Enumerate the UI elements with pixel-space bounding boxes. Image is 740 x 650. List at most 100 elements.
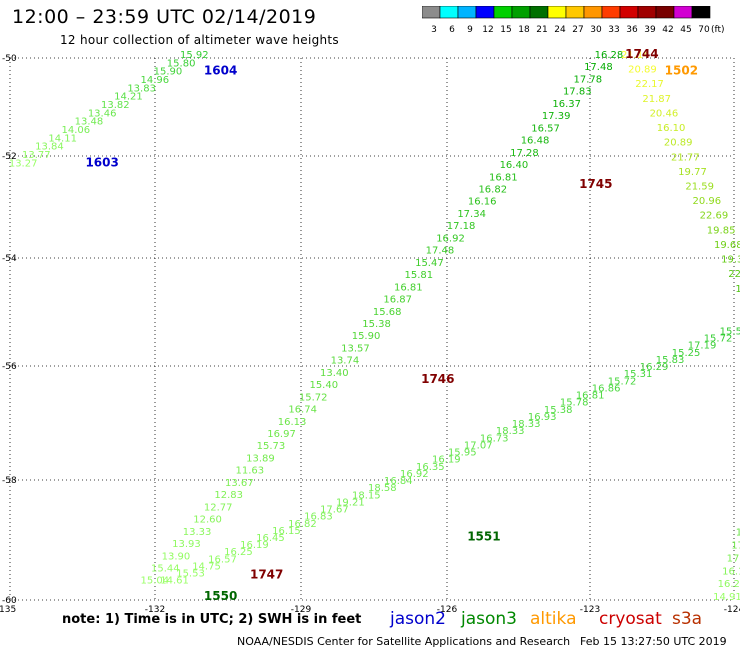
wave-height-value: 16.57 bbox=[208, 554, 237, 565]
wave-height-value: 13.40 bbox=[320, 368, 349, 379]
wave-height-value: 16.29 bbox=[640, 362, 669, 373]
colorbar-swatch bbox=[691, 6, 711, 19]
wave-height-value: 16.13 bbox=[278, 417, 307, 428]
colorbar-swatch bbox=[565, 6, 585, 19]
pass-id-label: 1747 bbox=[250, 567, 283, 581]
wave-height-value: 16.19 bbox=[240, 540, 269, 551]
colorbar-swatch bbox=[493, 6, 513, 19]
wave-height-value: 14.06 bbox=[61, 125, 90, 136]
wave-height-value: 19.82 bbox=[735, 284, 740, 295]
legend-jason3: jason3 bbox=[461, 609, 517, 629]
wave-height-value: 20.89 bbox=[628, 65, 657, 76]
wave-height-value: 16.81 bbox=[489, 172, 518, 183]
wave-height-value: 22.69 bbox=[700, 211, 729, 222]
wave-height-value: 15.68 bbox=[373, 307, 402, 318]
colorbar-label: 36 bbox=[626, 25, 638, 34]
wave-height-value: 16.92 bbox=[436, 233, 465, 244]
wave-height-value: 16.25 bbox=[224, 547, 253, 558]
pass-id-label: 1604 bbox=[204, 63, 237, 77]
wave-height-value: 13.89 bbox=[246, 453, 275, 464]
wave-height-value: 16.13 bbox=[722, 566, 740, 577]
colorbar-swatch bbox=[637, 6, 657, 19]
colorbar-label: 27 bbox=[572, 25, 583, 34]
colorbar-label: 70 bbox=[698, 25, 710, 34]
colorbar-swatch bbox=[422, 6, 441, 19]
wave-height-value: 15.95 bbox=[448, 448, 477, 459]
wave-height-value: 16.37 bbox=[552, 99, 581, 110]
x-tick-label: -135 bbox=[0, 605, 16, 615]
colorbar-label: 18 bbox=[518, 25, 530, 34]
wave-height-value: 13.77 bbox=[22, 150, 51, 161]
wave-height-value: 17.78 bbox=[574, 74, 603, 85]
wave-height-value: 16.10 bbox=[657, 123, 686, 134]
wave-height-value: 12.83 bbox=[214, 490, 243, 501]
colorbar-swatch bbox=[583, 6, 603, 19]
wave-height-value: 16.92 bbox=[400, 469, 429, 480]
pass-id-label: 1603 bbox=[85, 155, 118, 169]
colorbar-label: 45 bbox=[680, 25, 691, 34]
x-tick-label: -126 bbox=[437, 605, 458, 615]
wave-height-value: 15.90 bbox=[352, 331, 381, 342]
wave-height-value: 11.63 bbox=[236, 466, 265, 477]
y-tick-label: -54 bbox=[2, 254, 17, 264]
colorbar-label: 15 bbox=[500, 25, 511, 34]
colorbar-label: 24 bbox=[554, 25, 566, 34]
pass-id-label: 1551 bbox=[467, 529, 500, 543]
wave-height-value: 17.28 bbox=[510, 148, 539, 159]
wave-height-value: 16.84 bbox=[384, 476, 413, 487]
footnote: note: 1) Time is in UTC; 2) SWH is in fe… bbox=[62, 612, 362, 627]
wave-height-value: 16.82 bbox=[478, 184, 507, 195]
x-tick-label: -123 bbox=[580, 605, 600, 615]
wave-height-value: 16.20 bbox=[718, 579, 740, 590]
wave-height-value: 13.27 bbox=[9, 158, 38, 169]
wave-height-value: 22.34 bbox=[728, 269, 740, 280]
wave-height-value: 15.72 bbox=[704, 334, 733, 345]
wave-height-value: 15.72 bbox=[608, 376, 637, 387]
wave-height-value: 13.46 bbox=[88, 108, 117, 119]
wave-height-value: 16.97 bbox=[267, 429, 296, 440]
pass-id-label: 1744 bbox=[625, 47, 658, 61]
wave-height-value: 18.26 bbox=[736, 528, 740, 539]
y-tick-label: -56 bbox=[2, 362, 17, 372]
wave-height-value: 15.90 bbox=[154, 67, 183, 78]
colorbar-label: 21 bbox=[536, 25, 547, 34]
chart-title: 12:00 – 23:59 UTC 02/14/2019 bbox=[12, 6, 317, 28]
colorbar-swatch bbox=[547, 6, 567, 19]
colorbar-label: 12 bbox=[482, 25, 493, 34]
pass-id-label: 1550 bbox=[204, 589, 237, 603]
wave-height-value: 16.82 bbox=[288, 519, 317, 530]
legend-s3a: s3a bbox=[672, 609, 703, 629]
colorbar-swatch bbox=[655, 6, 675, 19]
wave-height-value: 15.72 bbox=[299, 392, 328, 403]
wave-height-value: 18.33 bbox=[512, 419, 541, 430]
wave-height-value: 17.34 bbox=[457, 209, 486, 220]
colorbar-swatch bbox=[439, 6, 459, 19]
wave-height-value: 15.44 bbox=[151, 564, 180, 575]
colorbar-swatch bbox=[673, 6, 693, 19]
wave-height-value: 16.93 bbox=[528, 412, 557, 423]
colorbar-label: 3 bbox=[431, 25, 437, 34]
wave-height-value: 16.83 bbox=[304, 512, 333, 523]
wave-height-value: 16.48 bbox=[521, 136, 550, 147]
y-tick-label: -50 bbox=[2, 54, 17, 64]
wave-height-value: 21.14 bbox=[621, 50, 650, 61]
wave-height-value: 17.19 bbox=[688, 341, 717, 352]
wave-height-value: 15.59 bbox=[720, 326, 740, 337]
colorbar-swatch bbox=[511, 6, 531, 19]
colorbar-label: 42 bbox=[662, 25, 673, 34]
wave-height-value: 19.33 bbox=[721, 255, 740, 266]
wave-height-value: 13.83 bbox=[127, 83, 156, 94]
wave-height-value: 16.15 bbox=[272, 526, 301, 537]
wave-height-value: 16.81 bbox=[394, 282, 423, 293]
wave-height-value: 14.96 bbox=[140, 75, 169, 86]
legend-jason2: jason2 bbox=[390, 609, 446, 629]
legend-altika: altika bbox=[530, 609, 577, 629]
wave-height-value: 16.16 bbox=[468, 197, 497, 208]
wave-height-value: 22.17 bbox=[635, 79, 664, 90]
x-tick-label: -129 bbox=[291, 605, 312, 615]
wave-height-value: 12.77 bbox=[204, 502, 233, 513]
wave-height-value: 15.53 bbox=[176, 569, 205, 580]
colorbar-label: 39 bbox=[644, 25, 656, 34]
wave-height-value: 16.57 bbox=[531, 123, 560, 134]
